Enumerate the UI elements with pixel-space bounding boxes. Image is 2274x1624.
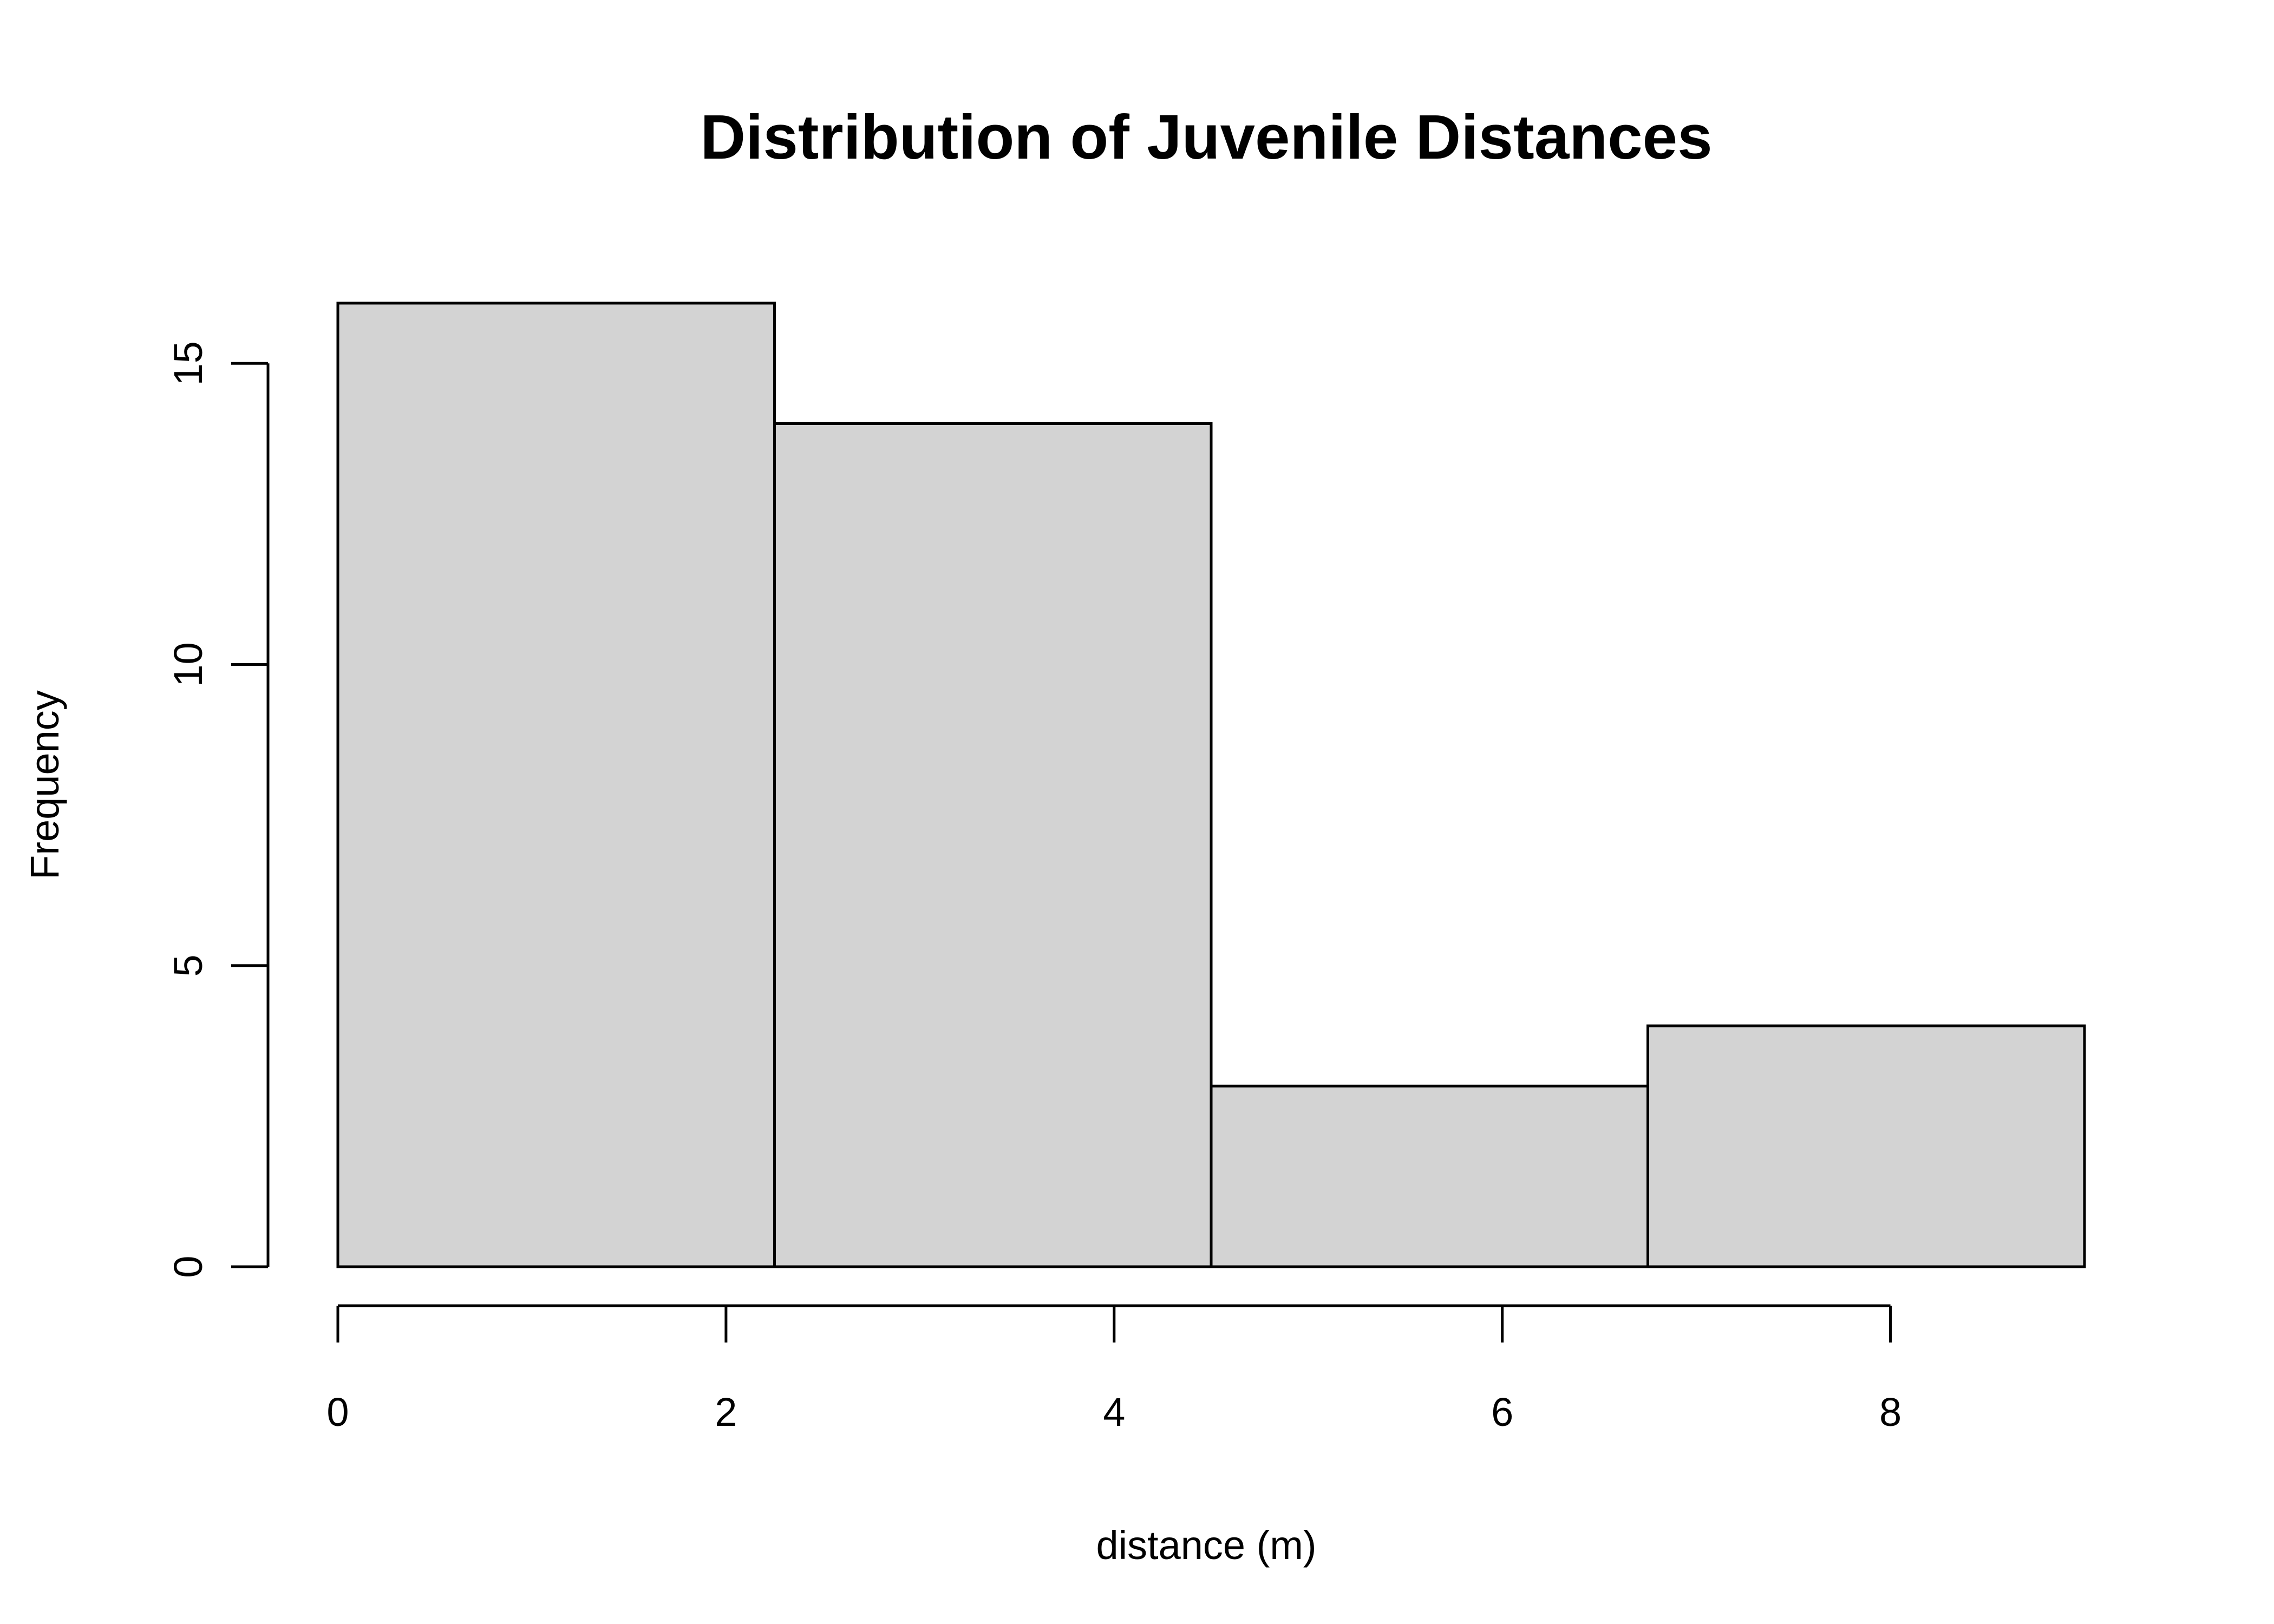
- x-tick-label: 4: [1103, 1390, 1125, 1435]
- y-tick-label: 15: [166, 341, 211, 385]
- x-tick-label: 6: [1491, 1390, 1513, 1435]
- histogram-bar-1: [336, 302, 776, 1268]
- y-axis: 0 5 10 15: [166, 341, 270, 1278]
- x-tick-label: 0: [326, 1390, 349, 1435]
- y-tick-label: 5: [166, 954, 211, 977]
- chart-title: Distribution of Juvenile Distances: [700, 102, 1712, 172]
- histogram-bar-3: [1210, 1084, 1649, 1268]
- y-tick-label: 10: [166, 642, 211, 686]
- histogram-bars: [336, 302, 2086, 1268]
- x-tick-label: 2: [715, 1390, 737, 1435]
- histogram-bar-2: [773, 422, 1213, 1268]
- x-axis: 0 2 4 6 8: [326, 1304, 1901, 1435]
- y-tick-label: 0: [166, 1255, 211, 1278]
- y-axis-title: Frequency: [22, 690, 67, 880]
- x-tick-label: 8: [1879, 1390, 1901, 1435]
- histogram-bar-4: [1646, 1024, 2086, 1268]
- x-axis-title: distance (m): [1096, 1523, 1316, 1568]
